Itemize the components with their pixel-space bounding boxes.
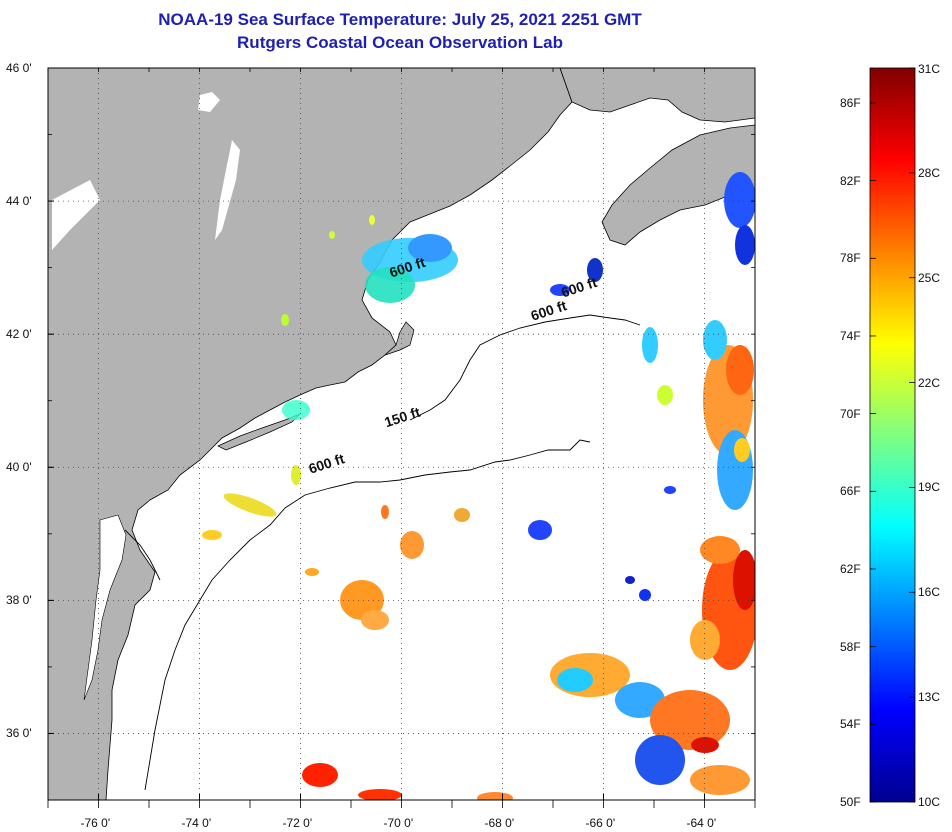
map-content xyxy=(48,68,755,800)
lat-tick-label: 36 0' xyxy=(6,726,32,741)
celsius-label: 13C xyxy=(918,690,941,705)
land-new-brunswick xyxy=(559,68,755,123)
lon-tick-label: -66 0' xyxy=(585,816,616,830)
lat-tick-label: 44 0' xyxy=(6,194,32,209)
map-subtitle: Rutgers Coastal Ocean Observation Lab xyxy=(237,33,563,52)
celsius-label: 19C xyxy=(918,480,941,495)
land-nova-scotia xyxy=(601,124,755,246)
fahrenheit-label: 66F xyxy=(840,484,861,499)
celsius-label: 16C xyxy=(918,585,941,600)
fahrenheit-label: 70F xyxy=(840,406,861,421)
lat-tick-label: 42 0' xyxy=(6,327,32,342)
fahrenheit-label: 62F xyxy=(840,561,861,576)
lat-tick-label: 46 0' xyxy=(6,61,32,75)
water-delaware-bay xyxy=(83,514,127,701)
bathymetry-contours xyxy=(124,314,641,791)
lake-a xyxy=(198,92,220,112)
lon-tick-label: -72 0' xyxy=(282,816,313,830)
map-border xyxy=(47,67,756,801)
fahrenheit-label: 78F xyxy=(840,251,861,266)
fahrenheit-label: 74F xyxy=(840,328,861,343)
lon-tick-label: -76 0' xyxy=(80,816,111,830)
fahrenheit-label: 54F xyxy=(840,717,861,732)
land-us-mainland xyxy=(48,68,573,800)
grid-lines xyxy=(48,67,755,800)
lake-c xyxy=(52,180,100,250)
colorbar xyxy=(869,67,916,803)
land-cape-cod xyxy=(384,321,415,356)
celsius-label: 22C xyxy=(918,375,941,390)
fahrenheit-label: 58F xyxy=(840,639,861,654)
lat-tick-label: 38 0' xyxy=(6,593,32,608)
fahrenheit-label: 50F xyxy=(840,795,861,809)
celsius-label: 25C xyxy=(918,270,941,285)
lon-tick-label: -64 0' xyxy=(686,816,717,830)
map-title: NOAA-19 Sea Surface Temperature: July 25… xyxy=(158,10,642,29)
lon-tick-label: -70 0' xyxy=(383,816,414,830)
sst-patches xyxy=(202,172,755,800)
fahrenheit-label: 86F xyxy=(840,95,861,110)
colorbar-ticks xyxy=(870,67,915,803)
celsius-label: 28C xyxy=(918,165,941,180)
fahrenheit-label: 82F xyxy=(840,173,861,188)
lat-tick-label: 40 0' xyxy=(6,460,32,475)
lon-tick-label: -68 0' xyxy=(484,816,515,830)
lon-tick-label: -74 0' xyxy=(181,816,212,830)
lake-b xyxy=(215,140,240,240)
celsius-label: 31C xyxy=(918,62,941,76)
celsius-label: 10C xyxy=(918,795,941,809)
